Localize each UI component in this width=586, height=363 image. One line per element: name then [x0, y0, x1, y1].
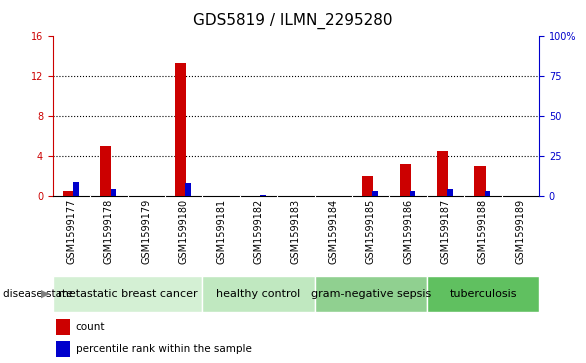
Bar	[56, 319, 70, 335]
Text: count: count	[76, 322, 105, 332]
Bar	[362, 176, 373, 196]
Bar	[73, 182, 79, 196]
Bar	[100, 146, 111, 196]
Text: disease state: disease state	[3, 289, 73, 299]
Text: GSM1599177: GSM1599177	[66, 199, 76, 264]
Text: GSM1599189: GSM1599189	[516, 199, 526, 264]
Text: healthy control: healthy control	[216, 289, 301, 299]
Bar	[202, 276, 315, 312]
Text: GSM1599184: GSM1599184	[328, 199, 338, 264]
Bar	[175, 63, 186, 196]
Bar	[410, 191, 415, 196]
Bar	[373, 191, 378, 196]
Bar	[485, 191, 490, 196]
Text: gram-negative sepsis: gram-negative sepsis	[311, 289, 431, 299]
Bar	[185, 183, 191, 196]
Bar	[315, 276, 427, 312]
Bar	[400, 164, 411, 196]
Text: GSM1599181: GSM1599181	[216, 199, 226, 264]
Text: tuberculosis: tuberculosis	[449, 289, 517, 299]
Text: GSM1599183: GSM1599183	[291, 199, 301, 264]
Text: GSM1599188: GSM1599188	[478, 199, 488, 264]
Text: GSM1599182: GSM1599182	[254, 199, 264, 264]
Text: GSM1599179: GSM1599179	[141, 199, 151, 264]
Bar	[53, 276, 202, 312]
Text: GDS5819 / ILMN_2295280: GDS5819 / ILMN_2295280	[193, 13, 393, 29]
Bar	[427, 276, 539, 312]
Bar	[63, 191, 74, 196]
Text: GSM1599178: GSM1599178	[104, 199, 114, 264]
Bar	[437, 151, 448, 196]
Bar	[111, 189, 116, 196]
Text: metastatic breast cancer: metastatic breast cancer	[58, 289, 197, 299]
Text: GSM1599186: GSM1599186	[403, 199, 413, 264]
Bar	[56, 340, 70, 357]
Text: GSM1599180: GSM1599180	[179, 199, 189, 264]
Bar	[447, 189, 453, 196]
Text: GSM1599185: GSM1599185	[366, 199, 376, 264]
Text: percentile rank within the sample: percentile rank within the sample	[76, 344, 251, 354]
Bar	[260, 195, 266, 196]
Text: ▶: ▶	[41, 289, 50, 299]
Bar	[475, 166, 486, 196]
Text: GSM1599187: GSM1599187	[441, 199, 451, 264]
